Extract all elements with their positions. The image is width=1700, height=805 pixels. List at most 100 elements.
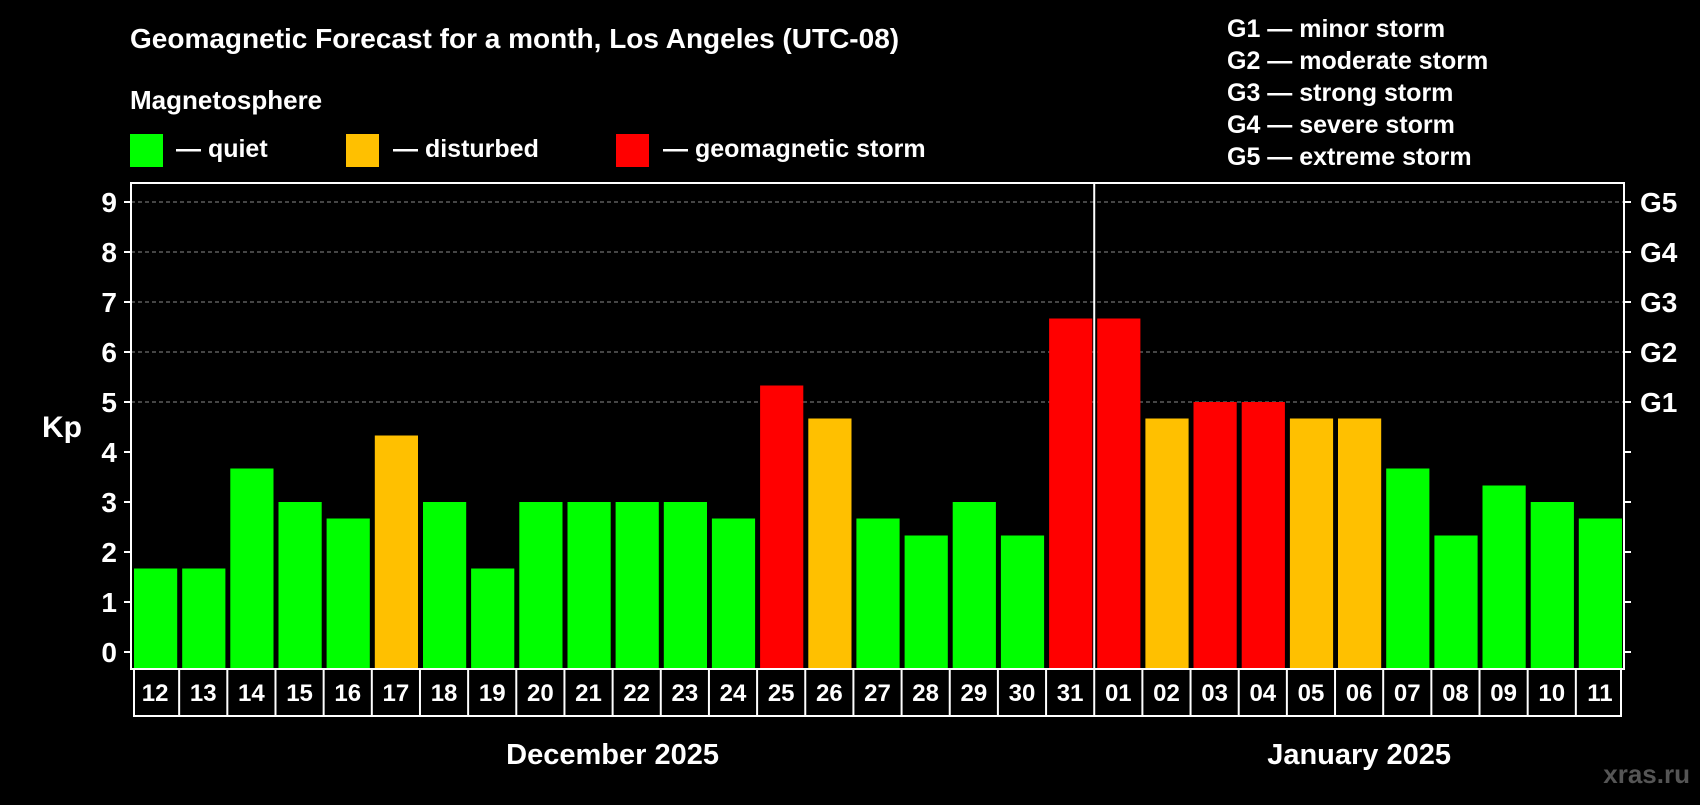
bar-01: [1097, 318, 1141, 669]
bar-12: [134, 568, 178, 669]
legend-label-quiet: — quiet: [176, 135, 268, 163]
bar-23: [663, 502, 707, 669]
day-label: 08: [1442, 680, 1469, 707]
bar-04: [1241, 402, 1285, 669]
day-label: 05: [1298, 680, 1325, 707]
day-label: 15: [286, 680, 313, 707]
month-label-december: December 2025: [506, 739, 719, 771]
day-label: 04: [1249, 680, 1276, 707]
bar-19: [471, 568, 515, 669]
bar-14: [230, 468, 274, 669]
y-tick-label: 3: [101, 487, 117, 518]
bar-17: [374, 435, 418, 669]
storm-level-label-g4: G4: [1640, 237, 1678, 268]
bar-09: [1482, 485, 1526, 669]
day-label-frame: [133, 668, 1622, 717]
legend-swatch-storm: [616, 134, 649, 167]
day-label: 17: [383, 680, 410, 707]
day-label: 09: [1490, 680, 1517, 707]
bar-29: [952, 502, 996, 669]
bar-08: [1434, 535, 1478, 669]
day-label: 23: [672, 680, 699, 707]
y-tick-label: 5: [101, 387, 117, 418]
day-label: 13: [190, 680, 217, 707]
storm-scale-g1: G1 — minor storm: [1227, 15, 1445, 43]
day-label: 21: [575, 680, 602, 707]
storm-scale-list: G1 — minor storm G2 — moderate storm G3 …: [1227, 15, 1488, 171]
day-label: 24: [720, 680, 747, 707]
storm-scale-g5: G5 — extreme storm: [1227, 143, 1472, 171]
day-label: 18: [431, 680, 458, 707]
y-tick-label: 0: [101, 637, 117, 668]
bar-07: [1386, 468, 1430, 669]
day-label: 29: [960, 680, 987, 707]
chart-subtitle: Magnetosphere: [130, 85, 322, 115]
bar-05: [1289, 418, 1334, 669]
storm-scale-g4: G4 — severe storm: [1227, 111, 1455, 139]
storm-scale-g2: G2 — moderate storm: [1227, 47, 1488, 75]
bar-20: [519, 502, 563, 669]
x-axis-day-labels: 12 13 14 15 16 17 18 19 20 21 22 23 24 25 26 27 28 29 30 31…: [133, 668, 1622, 717]
bar-22: [615, 502, 659, 669]
bar-24: [711, 518, 756, 669]
bar-13: [182, 568, 226, 669]
legend-swatch-disturbed: [346, 134, 379, 167]
storm-level-label-g1: G1: [1640, 387, 1677, 418]
bar-16: [326, 518, 370, 669]
day-label: 20: [527, 680, 554, 707]
day-label: 01: [1105, 680, 1132, 707]
day-label: 11: [1587, 680, 1612, 707]
y-tick-label: 6: [101, 337, 117, 368]
day-label: 14: [238, 680, 265, 707]
day-label: 30: [1009, 680, 1036, 707]
day-label: 27: [864, 680, 891, 707]
storm-level-label-g2: G2: [1640, 337, 1677, 368]
y-tick-label: 9: [101, 187, 117, 218]
bar-03: [1193, 402, 1237, 669]
day-label: 19: [479, 680, 506, 707]
day-label: 03: [1201, 680, 1228, 707]
gridlines: [131, 201, 1624, 403]
y-tick-label: 1: [101, 587, 117, 618]
y-tick-label: 8: [101, 237, 117, 268]
day-label: 26: [816, 680, 843, 707]
bar-15: [278, 502, 322, 669]
legend: — quiet — disturbed — geomagnetic storm: [130, 134, 926, 167]
day-label: 06: [1346, 680, 1373, 707]
day-label: 28: [912, 680, 939, 707]
day-label: 31: [1057, 680, 1084, 707]
right-axis-storm-levels: G1 G2 G3 G4 G5: [1624, 187, 1678, 653]
bar-18: [423, 502, 467, 669]
month-label-january: January 2025: [1267, 739, 1451, 771]
y-tick-label: 2: [101, 537, 117, 568]
bar-31: [1049, 318, 1093, 669]
legend-swatch-quiet: [130, 134, 163, 167]
legend-label-storm: — geomagnetic storm: [663, 135, 926, 163]
day-label: 12: [142, 680, 169, 707]
y-axis-ticks: 0 1 2 3 4 5 6 7 8 9: [101, 187, 131, 668]
bar-28: [904, 535, 948, 669]
bar-10: [1530, 502, 1574, 669]
bar-06: [1338, 418, 1382, 669]
y-tick-label: 7: [101, 287, 117, 318]
day-label: 22: [623, 680, 650, 707]
bar-11: [1578, 518, 1622, 669]
day-label: 16: [334, 680, 361, 707]
day-label: 25: [768, 680, 795, 707]
chart-title: Geomagnetic Forecast for a month, Los An…: [130, 23, 899, 54]
watermark: xras.ru: [1603, 759, 1690, 789]
day-label: 10: [1538, 680, 1565, 707]
day-label: 02: [1153, 680, 1180, 707]
bar-30: [1000, 535, 1045, 669]
bars: [134, 318, 1622, 669]
bar-26: [808, 418, 852, 669]
y-axis-label: Kp: [42, 411, 82, 444]
bar-27: [856, 518, 900, 669]
storm-level-label-g5: G5: [1640, 187, 1677, 218]
day-label: 07: [1394, 680, 1421, 707]
storm-scale-g3: G3 — strong storm: [1227, 79, 1453, 107]
bar-02: [1145, 418, 1189, 669]
storm-level-label-g3: G3: [1640, 287, 1677, 318]
bar-25: [760, 385, 804, 669]
